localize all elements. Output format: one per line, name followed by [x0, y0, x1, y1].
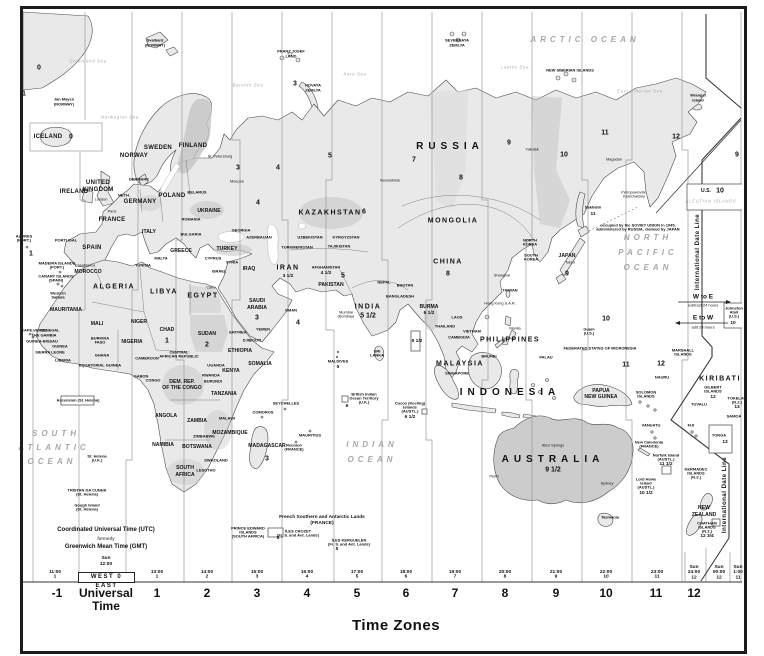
java-shape: [451, 402, 497, 414]
legend-sun-label: Sun: [101, 555, 111, 561]
iles-crozet-box: [267, 527, 284, 538]
legend-noon-label: 12:00: [99, 561, 113, 567]
new-guinea-shape: [573, 384, 633, 407]
map-title: Time Zones: [351, 617, 441, 634]
w-to-e-label: W to E: [692, 293, 714, 301]
legend-formerly-line: formerly: [97, 536, 115, 542]
black-sea: [217, 231, 245, 243]
chatham-islands-box: [711, 518, 721, 527]
ireland-shape: [81, 189, 94, 204]
international-date-line: [655, 14, 742, 582]
kuril-islands: [588, 206, 639, 232]
biot-box: [341, 395, 349, 403]
baltic-sea: [159, 162, 181, 194]
west-east-box: WEST 0 EAST: [78, 572, 135, 589]
ascension-box: [60, 395, 95, 406]
japan-shape: [555, 225, 590, 285]
johnston-atoll-box: [723, 302, 742, 329]
us-aleutian-box: [686, 183, 742, 211]
date-line-arrows: [675, 300, 731, 325]
svalbard-shape: [145, 31, 179, 57]
zone-boundary-lines: [29, 12, 742, 582]
taiwan-shape: [505, 290, 511, 298]
andaman-box: [410, 330, 421, 352]
denmark-shape: [138, 173, 149, 188]
international-date-line-label: International Date Line: [722, 456, 728, 534]
legend-utc-line: Coordinated Universal Time (UTC): [57, 527, 155, 533]
cocos-box: [421, 408, 428, 415]
sulawesi-shape: [509, 369, 519, 395]
madagascar-shape: [249, 426, 269, 469]
australia-shape: [493, 415, 634, 505]
e-to-w-note: add 24 hours: [691, 326, 715, 330]
e-to-w-label: E to W: [692, 314, 714, 322]
borneo-shape: [467, 352, 502, 390]
new-caledonia-shape: [637, 447, 651, 457]
norfolk-island-box: [661, 465, 672, 475]
new-zealand-shape: [686, 493, 713, 536]
philippines-shape: [494, 315, 517, 349]
annotation-boxes: [60, 183, 742, 538]
international-date-line-label: International Date Line: [695, 213, 701, 291]
caspian-sea: [267, 223, 279, 265]
inland-seas: [159, 162, 306, 265]
w-to-e-note: subtract 24 hours: [687, 304, 719, 308]
uk-shape: [96, 170, 115, 207]
tasmania-shape: [597, 512, 614, 527]
sri-lanka-shape: [374, 345, 385, 361]
tonga-box: [708, 424, 733, 454]
sumatra-shape: [434, 365, 459, 400]
hainan-shape: [484, 314, 490, 320]
country-tint-overlays: [138, 90, 570, 485]
aral-sea: [298, 222, 306, 230]
greenland-shape: [23, 11, 93, 91]
legend-gmt-line: Greenwich Mean Time (GMT): [64, 544, 148, 550]
sakhalin-shape: [575, 191, 586, 229]
country-borders: [91, 159, 541, 441]
iceland-shape: [40, 126, 72, 147]
